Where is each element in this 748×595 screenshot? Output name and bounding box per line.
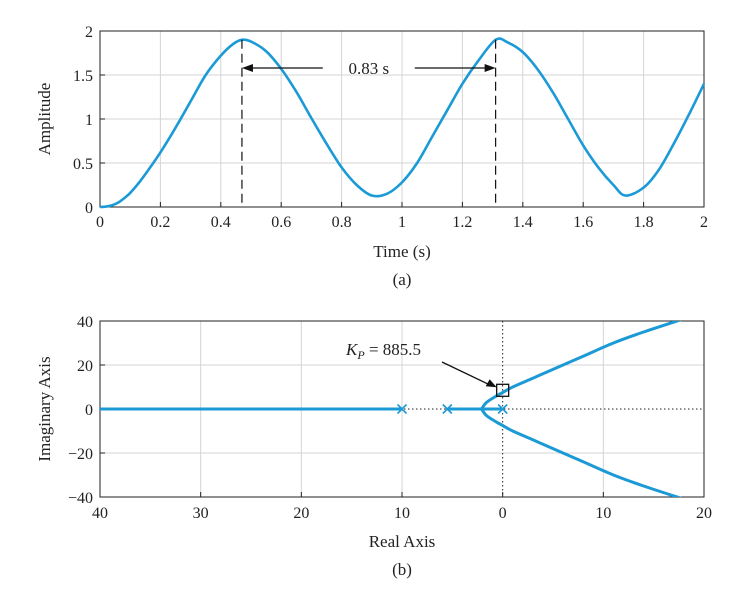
pole-marker (497, 403, 508, 415)
gain-callout-arrowhead (485, 379, 497, 388)
caption-b: (b) (392, 560, 412, 579)
locus-branch (480, 408, 682, 497)
x-tick-label: 0.8 (332, 214, 352, 231)
arrowhead-right (484, 64, 496, 72)
pole-marker (396, 403, 408, 415)
y-tick-label: 2 (85, 24, 93, 41)
y-axis-label: Imaginary Axis (35, 356, 54, 461)
x-tick-label: 0.2 (150, 214, 170, 231)
gain-callout-line (441, 361, 491, 386)
x-axis-label: Time (s) (373, 242, 430, 261)
root-locus-chart: 40 30 20 10 0 10 20 −40 −20 0 20 40 Real Axis Imagina… (35, 314, 712, 579)
x-tick-label: 10 (394, 505, 410, 522)
x-tick-label: 1 (398, 214, 406, 231)
y-tick-label: 1 (85, 112, 93, 129)
gain-label: KP = 885.5 (345, 340, 421, 362)
y-tick-label: 0.5 (73, 156, 93, 173)
x-tick-label: 20 (293, 505, 309, 522)
x-tick-label: 1.2 (452, 214, 472, 231)
x-tick-label: 0 (96, 214, 104, 231)
x-axis-label: Real Axis (369, 532, 436, 551)
x-tick-label: 0.4 (211, 214, 231, 231)
pole-marker (442, 403, 453, 415)
x-tick-label: 0.6 (271, 214, 291, 231)
x-tick-label: 1.6 (573, 214, 593, 231)
arrowhead-left (241, 64, 253, 72)
y-tick-label: 0 (85, 402, 93, 419)
y-tick-label: −20 (68, 446, 93, 463)
caption-a: (a) (393, 270, 412, 289)
y-tick-label: −40 (68, 490, 93, 507)
response-curve (99, 37, 706, 209)
locus-branches (100, 321, 682, 497)
y-tick-label: 40 (77, 314, 93, 331)
x-tick-label: 40 (92, 505, 108, 522)
x-tick-label: 0 (499, 505, 507, 522)
gain-label-value: = 885.5 (365, 340, 421, 359)
step-response-chart: 0 0.2 0.4 0.6 0.8 1 1.2 1.4 1.6 1.8 2 0 0.5 1 1.5 2 Time… (35, 24, 708, 289)
locus-branch (480, 321, 682, 410)
y-axis-label: Amplitude (35, 83, 54, 156)
period-label: 0.83 s (348, 59, 389, 78)
x-tick-label: 10 (595, 505, 611, 522)
y-tick-label: 20 (77, 358, 93, 375)
gain-label-symbol: K (345, 340, 359, 359)
x-tick-label: 2 (700, 214, 708, 231)
x-tick-label: 30 (193, 505, 209, 522)
gain-point-box (496, 383, 510, 397)
x-tick-label: 1.8 (634, 214, 654, 231)
y-tick-label: 0 (85, 200, 93, 217)
x-tick-label: 1.4 (513, 214, 533, 231)
y-tick-label: 1.5 (73, 68, 93, 85)
gain-label-subscript: P (356, 348, 365, 362)
x-tick-label: 20 (696, 505, 712, 522)
